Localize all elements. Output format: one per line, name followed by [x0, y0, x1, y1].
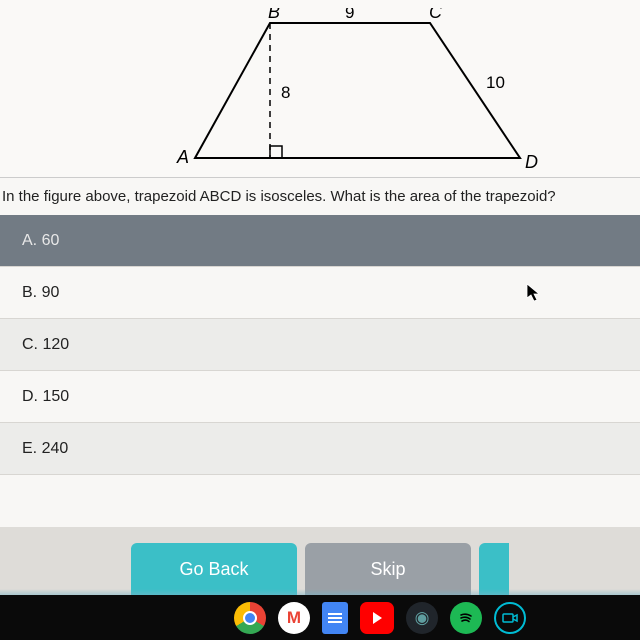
option-c[interactable]: C. 120 — [0, 319, 640, 371]
camera-icon[interactable] — [494, 602, 526, 634]
svg-text:C: C — [429, 8, 443, 22]
svg-text:8: 8 — [281, 83, 290, 102]
chrome-icon[interactable] — [234, 602, 266, 634]
taskbar: M ◉ — [0, 595, 640, 640]
svg-text:D: D — [525, 152, 538, 172]
youtube-icon[interactable] — [360, 602, 394, 634]
horizon-glow — [0, 589, 640, 595]
svg-text:B: B — [268, 8, 280, 22]
option-e[interactable]: E. 240 — [0, 423, 640, 475]
spotify-icon[interactable] — [450, 602, 482, 634]
options-list: A. 60 B. 90 C. 120 D. 150 E. 240 — [0, 215, 640, 475]
option-d[interactable]: D. 150 — [0, 371, 640, 423]
trapezoid-diagram: B 9 C 10 8 A D — [175, 8, 540, 173]
files-icon[interactable]: ◉ — [406, 602, 438, 634]
skip-button[interactable]: Skip — [305, 543, 471, 595]
go-back-button[interactable]: Go Back — [131, 543, 297, 595]
docs-icon[interactable] — [322, 602, 348, 634]
option-b[interactable]: B. 90 — [0, 267, 640, 319]
svg-text:9: 9 — [345, 8, 354, 22]
next-button-partial[interactable] — [479, 543, 509, 595]
gmail-icon[interactable]: M — [278, 602, 310, 634]
svg-text:10: 10 — [486, 73, 505, 92]
app-screen: B 9 C 10 8 A D In the figure above, trap… — [0, 0, 640, 595]
option-a[interactable]: A. 60 — [0, 215, 640, 267]
svg-text:A: A — [176, 147, 189, 167]
question-text: In the figure above, trapezoid ABCD is i… — [0, 178, 640, 215]
bottom-bar: Go Back Skip — [0, 527, 640, 595]
diagram-area: B 9 C 10 8 A D — [0, 0, 640, 178]
